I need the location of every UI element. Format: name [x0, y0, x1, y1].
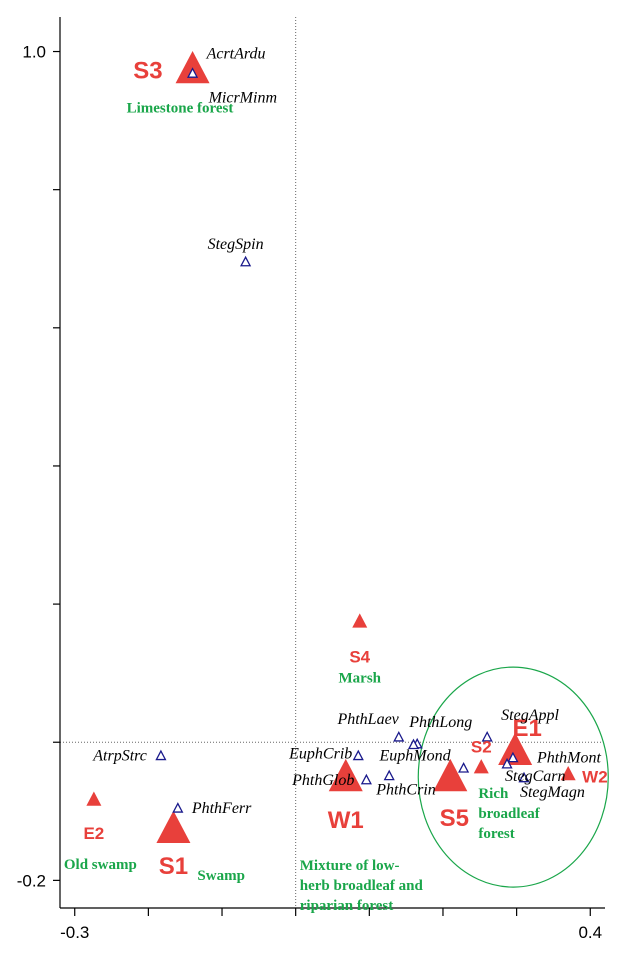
site-label-s4: S4: [349, 648, 370, 667]
site-label-w2: W2: [582, 767, 608, 786]
species-marker-phthferr: [172, 802, 184, 813]
site-marker-s3: [175, 50, 210, 84]
site-marker-w1: [328, 758, 363, 792]
species-marker-phthmont: [507, 751, 519, 763]
species-label-stegcarn: StegCarn: [505, 768, 565, 785]
species-label-euphcrib: EuphCrib: [288, 746, 352, 763]
site-label-w1: W1: [328, 807, 364, 834]
group-ellipse-layer: [417, 666, 609, 888]
species-label-stegappl: StegAppl: [501, 707, 559, 724]
species-label-acrtardu: AcrtArdu: [206, 45, 266, 62]
reference-lines: [60, 17, 605, 908]
species-marker-phthcrin: [383, 769, 395, 781]
species-label-stegmagn: StegMagn: [520, 784, 585, 801]
species-marker-euphcrib: [352, 749, 364, 761]
species-marker-stegspin: [240, 255, 252, 267]
species-label-phthglob: PhthGlob: [291, 772, 354, 789]
species-marker-phthglob: [360, 773, 372, 785]
habitat-label-s5: broadleaf: [478, 806, 540, 822]
axes: -0.3 0.4 -0.2 1.0: [17, 17, 605, 942]
rich-broadleaf-ellipse: [417, 666, 609, 888]
x-tick-label: 0.4: [578, 923, 602, 942]
habitat-label-w1: Mixture of low-: [300, 858, 400, 874]
species-marker-stegmagn: [518, 771, 530, 783]
site-label-s3: S3: [133, 57, 162, 84]
species-label-phthlong: PhthLong: [408, 714, 472, 731]
species-label-stegspin: StegSpin: [208, 236, 264, 253]
x-tick-label: -0.3: [60, 923, 89, 942]
habitat-label-w1: riparian forest: [300, 898, 393, 914]
species-label-euphmond: EuphMond: [379, 748, 452, 765]
site-marker-s2: [473, 759, 489, 774]
habitat-label-w1: herb broadleaf and: [300, 878, 424, 894]
species-marker-unlabeled: [458, 762, 470, 773]
site-label-e1: E1: [512, 715, 541, 742]
site-label-e2: E2: [83, 824, 104, 843]
species-marker-stegcarn: [501, 757, 513, 769]
site-marker-w2: [560, 765, 576, 781]
species-marker-stegappl: [481, 730, 493, 742]
site-label-s5: S5: [440, 805, 469, 832]
habitat-label-e2: Old swamp: [64, 857, 137, 873]
y-tick-label: 1.0: [22, 43, 46, 62]
y-tick-label: -0.2: [17, 871, 46, 890]
habitat-label-s3: Limestone forest: [127, 100, 234, 116]
species-label-phthmont: PhthMont: [536, 750, 602, 767]
habitat-label-s1: Swamp: [197, 868, 245, 884]
site-markers: [86, 50, 576, 844]
species-label-atrpstrc: AtrpStrc: [92, 748, 147, 765]
species-label-phthferr: PhthFerr: [191, 800, 252, 817]
site-marker-e2: [86, 791, 102, 806]
site-marker-s5: [433, 758, 468, 792]
habitat-label-s5: Rich: [478, 786, 509, 802]
species-label-phthcrin: PhthCrin: [375, 782, 436, 799]
species-label-phthlaev: PhthLaev: [336, 711, 399, 728]
species-marker-atrpstrc: [155, 749, 167, 761]
species-markers: [155, 67, 530, 813]
site-marker-s4: [352, 613, 368, 628]
habitat-label-s5: forest: [478, 826, 514, 842]
habitat-label-s4: Marsh: [339, 671, 382, 687]
site-label-s2: S2: [471, 737, 492, 756]
species-marker-phthlaev: [393, 730, 405, 742]
site-marker-e1: [498, 732, 533, 765]
species-marker-euphmond: [407, 738, 420, 750]
species-label-micrminm: MicrMinm: [208, 89, 277, 106]
site-label-s1: S1: [159, 853, 188, 880]
labels: S3 S4 E1 S2 W2 S5 W1 E2 S1 AcrtArdu MicrMinm StegSp…: [64, 45, 608, 914]
site-marker-s1: [156, 810, 191, 844]
species-marker-acrtardu: [186, 67, 199, 78]
